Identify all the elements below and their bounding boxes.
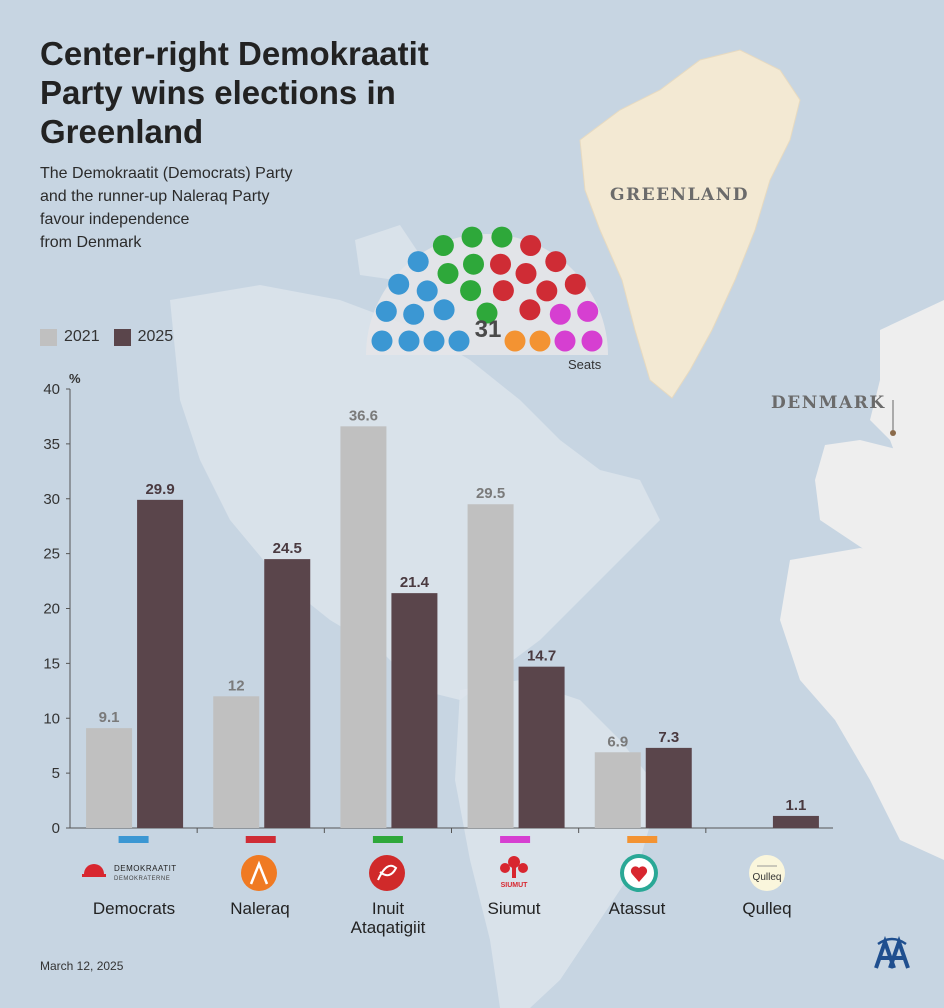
bar-2021-atassut [594,752,641,828]
category-label-naleraq: Naleraq [230,899,290,918]
aa-agency-logo [874,936,910,969]
chart-title: Center-right Demokraatit Party wins elec… [40,35,429,150]
europe-shape [815,440,944,560]
party-color-marker-atassut [627,836,658,843]
democrats-logo: DEMOKRAATIT DEMOKRATERNE [82,864,177,882]
bar-2021-inuit-ataqatigiit [340,426,387,828]
siumut-logo: SIUMUT [500,856,528,889]
siumut-logo-petal-top [508,856,520,868]
party-color-marker-siumut [500,836,531,843]
party-color-marker-democrats [118,836,149,843]
y-tick-label: 30 [43,491,60,508]
legend-swatch-2025 [113,328,131,346]
siumut-logo-text: SIUMUT [501,882,529,889]
data-label-2021-naleraq: 12 [228,677,245,694]
party-color-marker-naleraq [245,836,276,843]
data-label-2025-inuit-ataqatigiit: 21.4 [400,574,430,591]
y-tick-label: 25 [43,546,60,563]
data-label-2025-siumut: 14.7 [527,648,556,665]
atassut-logo [620,854,658,892]
atassut-logo-heart [630,866,648,882]
democrats-logo-text-1: DEMOKRAATIT [114,864,177,873]
naleraq-logo-circle [241,855,277,891]
data-label-2025-naleraq: 24.5 [273,540,302,557]
chart-subtitle: The Demokraatit (Democrats) Party and th… [40,165,293,251]
bar-2021-democrats [86,728,133,828]
data-label-2021-atassut: 6.9 [607,733,628,750]
bar-2021-siumut [467,504,514,828]
publish-date: March 12, 2025 [40,959,124,973]
greenland-label: GREENLAND [610,185,750,205]
data-label-2021-democrats: 9.1 [99,709,120,726]
y-tick-label: 0 [52,820,60,837]
y-tick-label: 20 [43,601,60,618]
legend-swatch-2021 [40,328,57,346]
legend-item-2025: 2025 [113,328,174,346]
ia-logo-mark [377,864,398,881]
y-axis-unit: % [69,371,81,386]
bar-2025-inuit-ataqatigiit [391,593,438,828]
data-label-2021-inuit-ataqatigiit: 36.6 [349,407,378,424]
party-color-marker-inuit-ataqatigiit [372,836,403,843]
scandinavia-shape [870,300,944,480]
ia-logo [369,855,405,891]
data-label-2025-qulleq: 1.1 [785,797,806,814]
chart-legend: 2021 2025 [40,328,187,346]
democrats-logo-text-2: DEMOKRATERNE [114,876,170,882]
qulleq-logo-text: Qulleq [753,872,782,883]
qulleq-logo-circle [749,855,785,891]
legend-label-2021: 2021 [64,328,100,345]
democrats-logo-mark [84,864,104,874]
y-tick-label: 5 [52,765,60,782]
africa-shape [780,548,944,860]
north-america-shape [170,285,660,700]
bar-2025-qulleq [772,815,819,828]
bar-2025-siumut [518,666,565,828]
data-label-2025-atassut: 7.3 [658,729,679,746]
siumut-logo-petal-left [500,863,510,873]
legend-item-2021: 2021 [40,328,100,346]
naleraq-logo-mark [249,860,269,885]
category-label-inuit-ataqatigiit: Inuit Ataqatigiit [328,899,448,937]
y-tick-label: 35 [43,436,60,453]
data-label-2021-siumut: 29.5 [476,485,505,502]
bar-2025-naleraq [264,559,311,828]
naleraq-logo [241,855,277,891]
democrats-logo-base [82,874,106,877]
bar-2021-naleraq [213,696,260,828]
bar-2025-democrats [137,499,184,828]
y-tick-label: 15 [43,655,60,672]
y-tick-label: 40 [43,381,60,398]
category-label-ia-line1: Inuit [371,899,405,918]
denmark-marker [890,430,896,436]
bar-2025-atassut [645,747,692,828]
category-label-siumut: Siumut [487,899,541,918]
category-label-ia-line2: Ataqatigiit [350,918,426,937]
category-label-qulleq: Qulleq [742,899,792,918]
qulleq-logo: Qulleq [749,855,785,891]
ia-logo-circle [369,855,405,891]
category-label-atassut: Atassut [608,899,666,918]
siumut-logo-stem [512,866,516,878]
seats-total: 31 [474,316,502,343]
greenland-shape [579,49,801,399]
data-label-2025-democrats: 29.9 [145,481,174,498]
legend-label-2025: 2025 [137,328,174,345]
seats-label: Seats [568,357,602,372]
denmark-label: DENMARK [771,393,886,413]
y-tick-label: 10 [43,710,60,727]
category-label-democrats: Democrats [92,899,176,918]
siumut-logo-petal-right [518,863,528,873]
